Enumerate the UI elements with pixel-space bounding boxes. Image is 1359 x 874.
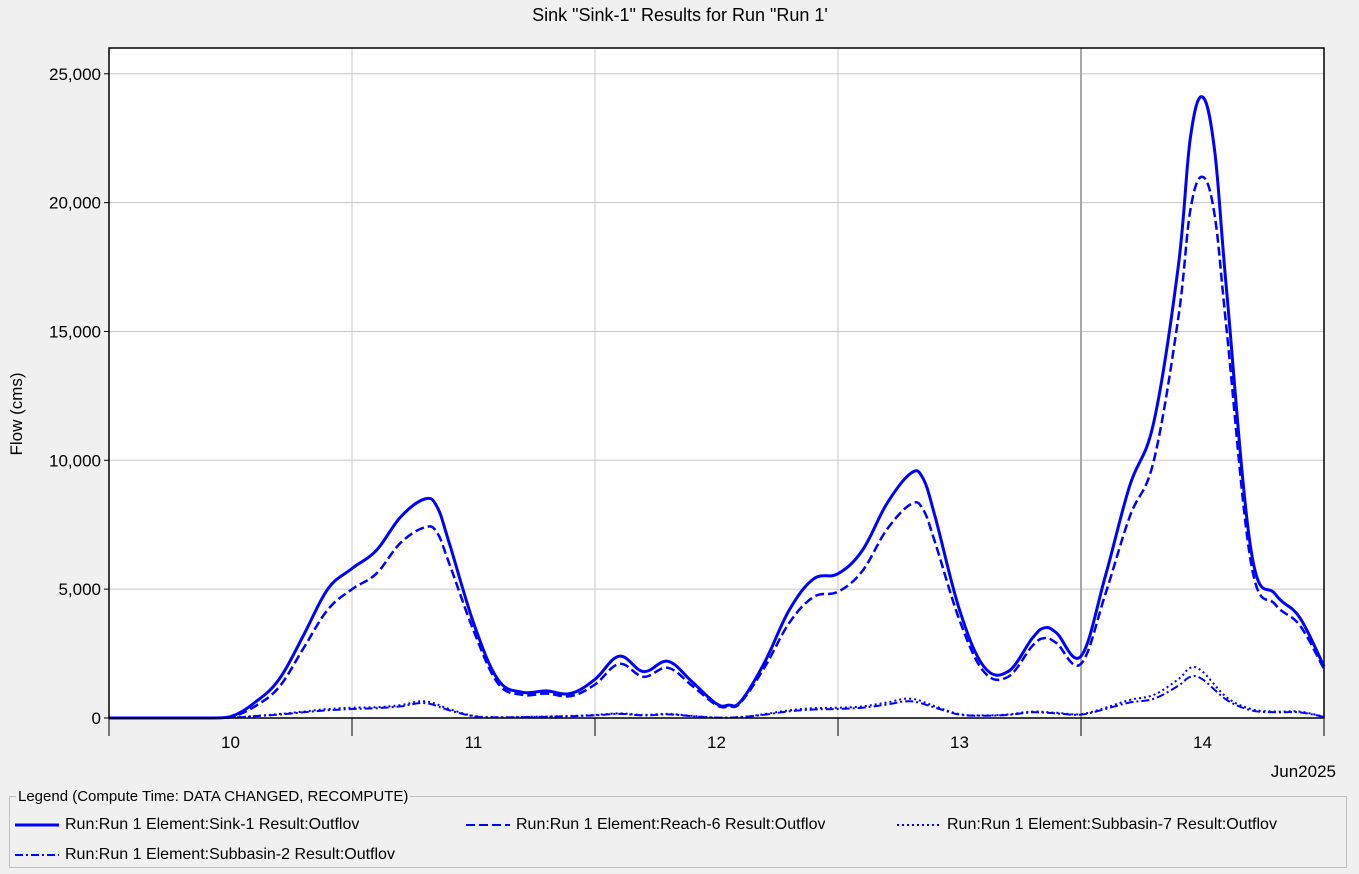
legend-item-subbasin-7: Run:Run 1 Element:Subbasin-7 Result:Outf… bbox=[897, 815, 1331, 835]
x-tick-label: 13 bbox=[950, 733, 969, 752]
legend-item-reach-6: Run:Run 1 Element:Reach-6 Result:Outflov bbox=[466, 815, 876, 835]
x-axis-unit-label: Jun2025 bbox=[1271, 762, 1336, 781]
legend-swatch-dash-dot bbox=[15, 854, 59, 856]
series-line-dashed bbox=[109, 175, 1326, 720]
y-axis-label: Flow (cms) bbox=[7, 372, 26, 455]
legend-swatch-solid bbox=[15, 823, 59, 827]
legend-item-label: Run:Run 1 Element:Subbasin-2 Result:Outf… bbox=[65, 846, 395, 863]
legend-swatch-dashed bbox=[466, 824, 510, 826]
x-tick-label: 14 bbox=[1193, 733, 1212, 752]
legend-item-sink-1: Run:Run 1 Element:Sink-1 Result:Outflov bbox=[15, 815, 410, 835]
grid bbox=[109, 48, 1324, 718]
legend-swatch-dotted bbox=[897, 824, 941, 826]
legend-title: Legend (Compute Time: DATA CHANGED, RECO… bbox=[16, 788, 411, 805]
y-tick-label: 25,000 bbox=[49, 65, 101, 84]
series-line-solid bbox=[109, 95, 1326, 720]
series-layer bbox=[109, 95, 1326, 720]
chart-title: Sink "Sink-1" Results for Run "Run 1' bbox=[532, 5, 828, 25]
legend-item-label: Run:Run 1 Element:Subbasin-7 Result:Outf… bbox=[947, 816, 1277, 833]
legend-item-label: Run:Run 1 Element:Reach-6 Result:Outflov bbox=[516, 816, 826, 833]
plot-border bbox=[108, 47, 1325, 719]
series-line-dash-dot bbox=[109, 674, 1325, 720]
legend-item-subbasin-2: Run:Run 1 Element:Subbasin-2 Result:Outf… bbox=[15, 845, 450, 865]
y-tick-label: 10,000 bbox=[49, 451, 101, 470]
x-tick-label: 11 bbox=[465, 733, 483, 752]
x-tick-label: 10 bbox=[221, 733, 240, 752]
plot-area bbox=[109, 48, 1324, 718]
chart: Sink "Sink-1" Results for Run "Run 1' 0 5… bbox=[7, 5, 1336, 781]
y-tick-label: 20,000 bbox=[49, 194, 101, 213]
y-tick-label: 5,000 bbox=[58, 580, 101, 599]
y-tick-label: 0 bbox=[92, 709, 101, 728]
legend-box bbox=[9, 796, 1347, 868]
y-tick-label: 15,000 bbox=[49, 322, 101, 341]
series-line-dotted bbox=[109, 665, 1325, 720]
x-tick-label: 12 bbox=[707, 733, 726, 752]
legend-item-label: Run:Run 1 Element:Sink-1 Result:Outflov bbox=[65, 816, 360, 833]
axis-labels: 0 5,000 10,000 15,000 20,000 25,000 10 11 12 13 14 bbox=[49, 65, 1325, 752]
